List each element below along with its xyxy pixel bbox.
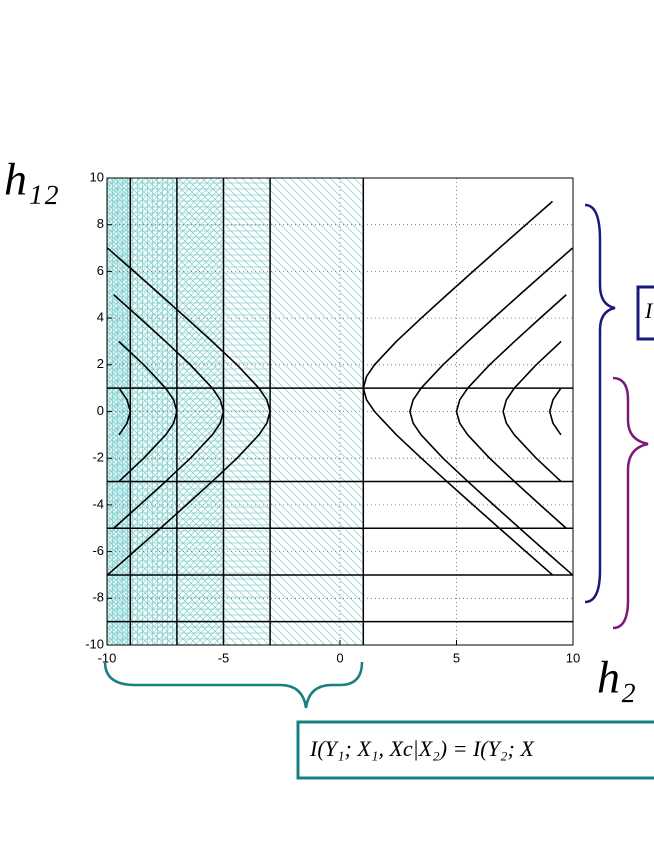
curve <box>502 340 562 483</box>
x-tick-label: -10 <box>98 650 117 665</box>
curve <box>548 387 562 436</box>
annotation-box <box>636 285 654 341</box>
annotation: I(Y₁; X₁, Xc|X₂) = I(Y₂; X <box>309 736 535 761</box>
y-tick-label: 8 <box>97 216 104 231</box>
brace-purple <box>612 376 649 630</box>
y-tick-label: 2 <box>97 356 104 371</box>
y-tick-label: -4 <box>92 496 104 511</box>
annotation-box <box>296 720 654 780</box>
curve <box>118 340 178 483</box>
y-tick-label: -2 <box>92 450 104 465</box>
curve <box>113 294 225 529</box>
x-tick-label: 5 <box>453 650 460 665</box>
curve <box>455 294 567 529</box>
x-tick-label: 10 <box>566 650 580 665</box>
x-tick-label: -5 <box>218 650 230 665</box>
y-tick-label: 0 <box>97 403 104 418</box>
y-tick-label: 6 <box>97 263 104 278</box>
x-tick-label: 0 <box>336 650 343 665</box>
y-tick-label: -8 <box>92 590 104 605</box>
y-axis-label: h₁₂ <box>4 154 59 205</box>
brace-navy <box>584 203 616 604</box>
y-tick-label: -6 <box>92 543 104 558</box>
y-tick-label: -10 <box>85 636 104 651</box>
curve <box>106 247 271 576</box>
curve <box>409 247 574 576</box>
y-tick-label: 10 <box>90 169 104 184</box>
curve <box>362 200 554 576</box>
plot-area: -10 -5 0 5 10 -10 -8 -6 -4 -2 0 2 4 6 8 10 <box>85 169 580 665</box>
annotation: I <box>644 298 654 323</box>
x-axis-label: h₂ <box>597 652 636 703</box>
brace-teal <box>103 661 364 709</box>
curve <box>118 387 132 436</box>
y-tick-label: 4 <box>97 310 104 325</box>
